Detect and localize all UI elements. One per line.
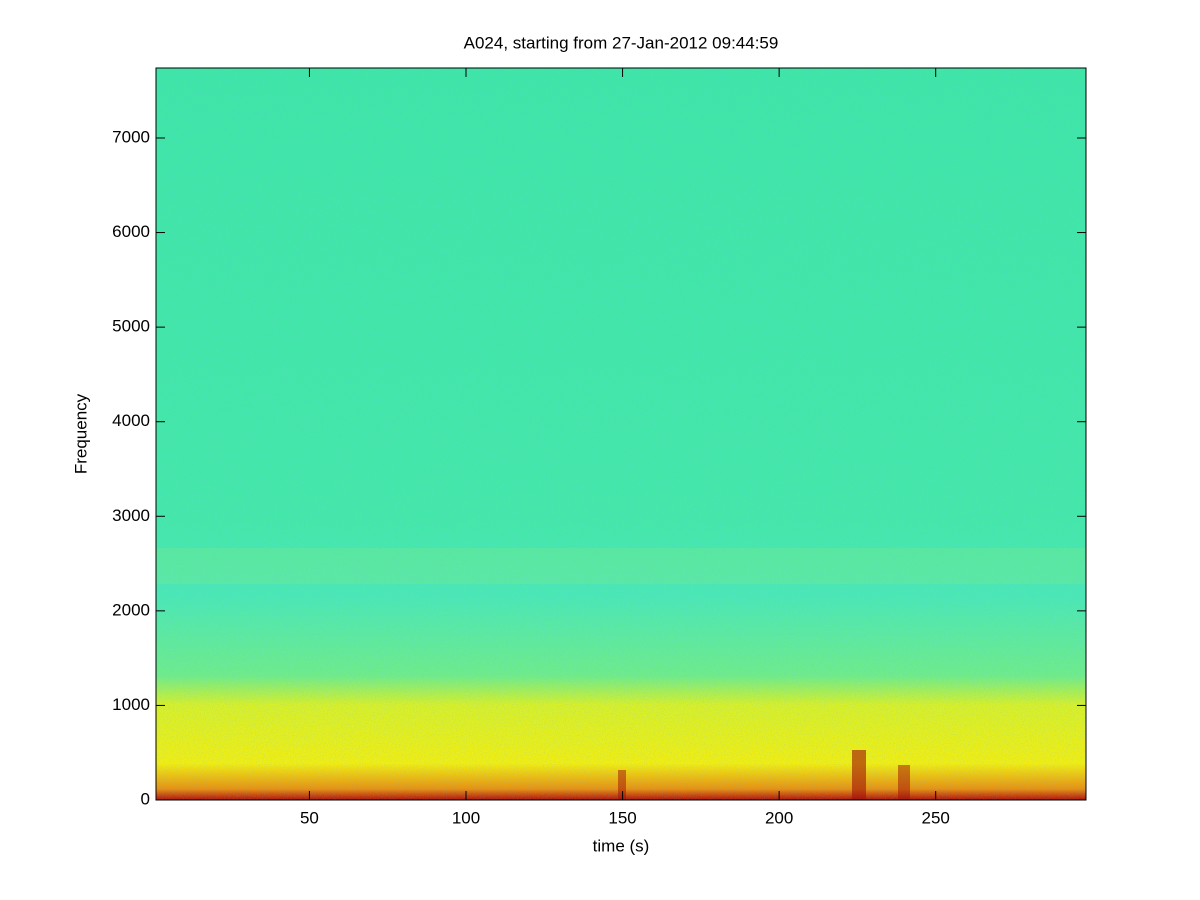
x-tick-label: 100 (452, 808, 480, 827)
spectrogram-image (156, 68, 1086, 800)
y-tick-label: 5000 (112, 317, 150, 336)
x-tick-label: 150 (608, 808, 636, 827)
y-tick-label: 1000 (112, 695, 150, 714)
x-tick-label: 50 (300, 808, 319, 827)
y-tick-label: 6000 (112, 222, 150, 241)
x-tick-label: 200 (765, 808, 793, 827)
x-axis-label: time (s) (593, 836, 650, 855)
y-tick-label: 3000 (112, 506, 150, 525)
y-tick-label: 0 (141, 789, 150, 808)
plot-frame (155, 67, 1087, 801)
chart-title: A024, starting from 27-Jan-2012 09:44:59 (464, 33, 779, 52)
y-axis-label: Frequency (71, 393, 90, 474)
y-tick-label: 4000 (112, 411, 150, 430)
y-tick-label: 7000 (112, 127, 150, 146)
y-tick-label: 2000 (112, 600, 150, 619)
x-tick-label: 250 (922, 808, 950, 827)
